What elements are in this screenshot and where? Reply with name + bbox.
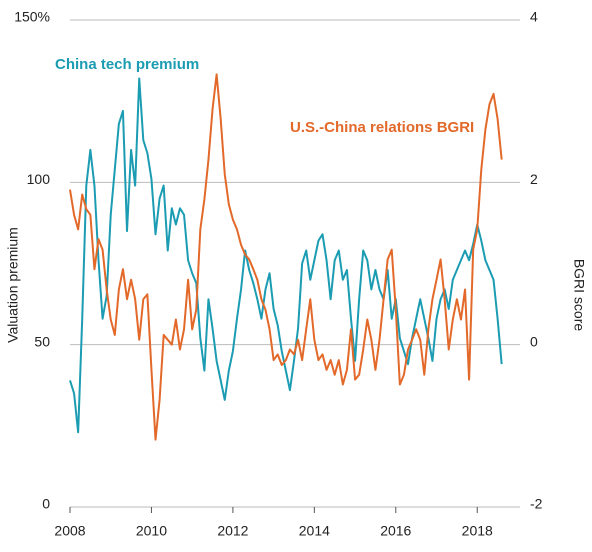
x-tick-label: 2012 — [217, 523, 248, 539]
y2-tick-label: 4 — [530, 9, 538, 25]
y2-tick-label: 0 — [530, 333, 538, 349]
y-axis-title: Valuation premium — [5, 227, 21, 343]
series-line — [69, 77, 503, 434]
y-tick-label: 100 — [27, 171, 51, 187]
y2-tick-label: 2 — [530, 171, 538, 187]
legend-label: U.S.-China relations BGRI — [290, 119, 474, 136]
x-tick-label: 2018 — [462, 523, 493, 539]
legend-label: China tech premium — [55, 56, 199, 73]
y-tick-label: 0 — [42, 496, 50, 512]
y2-tick-label: -2 — [530, 496, 543, 512]
series-line — [69, 73, 503, 441]
x-tick-label: 2008 — [54, 523, 85, 539]
y-tick-label: 150% — [14, 9, 50, 25]
x-tick-label: 2010 — [136, 523, 167, 539]
x-tick-label: 2016 — [380, 523, 411, 539]
y2-axis-title: BGRI score — [571, 259, 587, 332]
y-tick-label: 50 — [34, 333, 50, 349]
x-tick-label: 2014 — [299, 523, 330, 539]
